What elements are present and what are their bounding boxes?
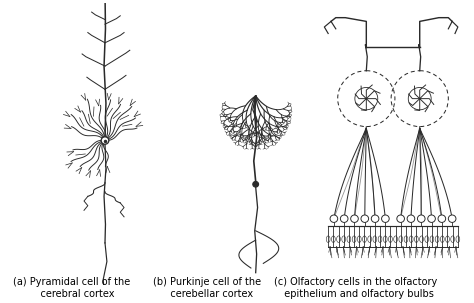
Text: (b) Purkinje cell of the
   cerebellar cortex: (b) Purkinje cell of the cerebellar cort… [153,277,261,299]
Text: (a) Pyramidal cell of the
    cerebral cortex: (a) Pyramidal cell of the cerebral corte… [12,277,130,299]
Circle shape [418,215,425,222]
Circle shape [351,215,358,222]
Circle shape [101,137,109,144]
Circle shape [382,215,389,222]
Circle shape [361,215,369,222]
Circle shape [397,215,404,222]
Circle shape [253,181,258,187]
Circle shape [438,215,446,222]
Circle shape [330,215,337,222]
Text: (c) Olfactory cells in the olfactory
  epithelium and olfactory bulbs: (c) Olfactory cells in the olfactory epi… [274,277,438,299]
Circle shape [371,215,379,222]
Circle shape [428,215,435,222]
Circle shape [407,215,415,222]
Circle shape [340,215,348,222]
Circle shape [448,215,456,222]
